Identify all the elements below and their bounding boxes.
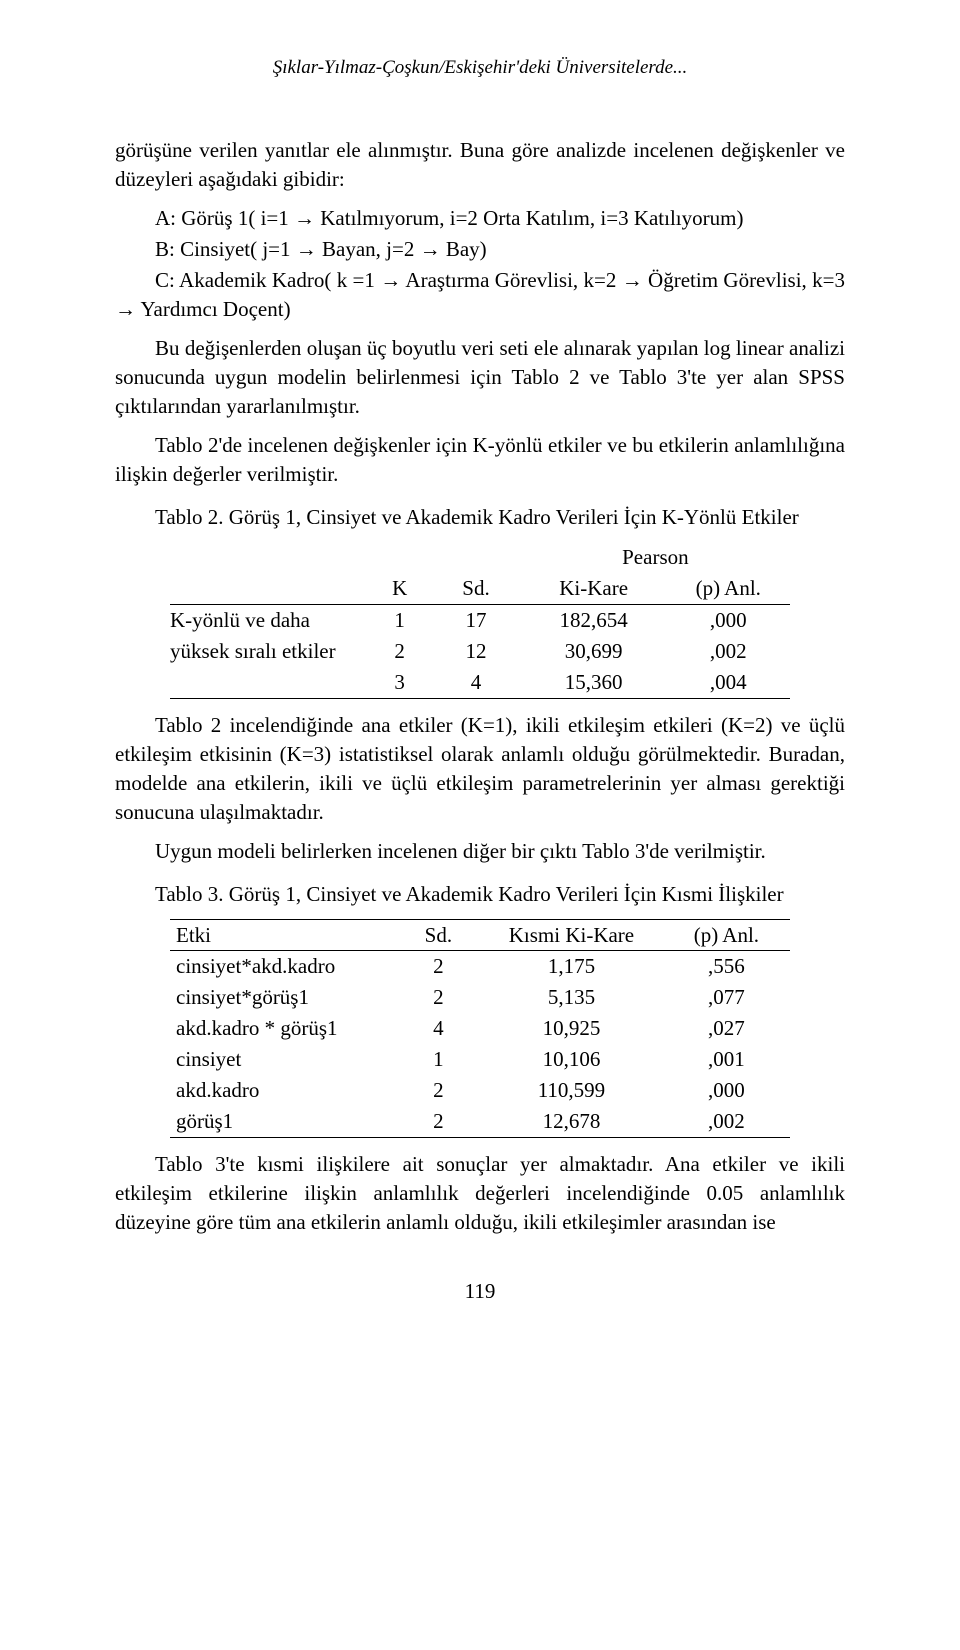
table-cell: 30,699: [521, 636, 667, 667]
table-cell: 15,360: [521, 667, 667, 698]
table-cell: 2: [397, 1106, 480, 1137]
page-number: 119: [115, 1277, 845, 1306]
paragraph-1: görüşüne verilen yanıtlar ele alınmıştır…: [115, 136, 845, 194]
table-cell: ,077: [663, 982, 790, 1013]
table-3: Etki Sd. Kısmi Ki-Kare (p) Anl. cinsiyet…: [170, 919, 790, 1139]
table-cell: 12: [431, 636, 521, 667]
table-cell: akd.kadro * görüş1: [170, 1013, 397, 1044]
paragraph-4: Tablo 2 incelendiğinde ana etkiler (K=1)…: [115, 711, 845, 827]
table-cell: 1: [368, 604, 431, 635]
paragraph-3: Tablo 2'de incelenen değişkenler için K-…: [115, 431, 845, 489]
table2-pearson-header: Pearson: [521, 542, 790, 573]
table-cell: 2: [397, 951, 480, 982]
table-cell: cinsiyet*görüş1: [170, 982, 397, 1013]
paragraph-6: Tablo 3'te kısmi ilişkilere ait sonuçlar…: [115, 1150, 845, 1237]
table-cell: ,004: [667, 667, 790, 698]
table2-rowlabel-2: yüksek sıralı etkiler: [170, 636, 368, 667]
page: Şıklar-Yılmaz-Çoşkun/Eskişehir'deki Üniv…: [0, 0, 960, 1346]
table-cell: cinsiyet*akd.kadro: [170, 951, 397, 982]
table3-col-p: (p) Anl.: [663, 919, 790, 951]
table-cell: ,027: [663, 1013, 790, 1044]
table-cell: ,002: [663, 1106, 790, 1137]
table-cell: 2: [368, 636, 431, 667]
definition-c: C: Akademik Kadro( k =1 → Araştırma Göre…: [115, 266, 845, 324]
table3-col-kikare: Kısmi Ki-Kare: [480, 919, 663, 951]
table-cell: 4: [431, 667, 521, 698]
table3-col-sd: Sd.: [397, 919, 480, 951]
table2-col-k: K: [368, 573, 431, 604]
table2-rowlabel-1: K-yönlü ve daha: [170, 604, 368, 635]
table-cell: ,001: [663, 1044, 790, 1075]
table-cell: 4: [397, 1013, 480, 1044]
table-cell: ,556: [663, 951, 790, 982]
definition-b: B: Cinsiyet( j=1 → Bayan, j=2 → Bay): [115, 235, 845, 264]
table-cell: 10,925: [480, 1013, 663, 1044]
table-cell: 1: [397, 1044, 480, 1075]
table-cell: 182,654: [521, 604, 667, 635]
table2-col-blank: [170, 573, 368, 604]
table2-col-kikare: Ki-Kare: [521, 573, 667, 604]
paragraph-2: Bu değişenlerden oluşan üç boyutlu veri …: [115, 334, 845, 421]
running-head: Şıklar-Yılmaz-Çoşkun/Eskişehir'deki Üniv…: [115, 55, 845, 81]
table-cell: 2: [397, 982, 480, 1013]
table2-col-sd: Sd.: [431, 573, 521, 604]
table-2: Pearson K Sd. Ki-Kare (p) Anl. K-yönlü v…: [170, 542, 790, 699]
table2-col-p: (p) Anl.: [667, 573, 790, 604]
table-cell: 3: [368, 667, 431, 698]
table2-caption: Tablo 2. Görüş 1, Cinsiyet ve Akademik K…: [115, 503, 845, 532]
table-cell: ,000: [667, 604, 790, 635]
table-cell: ,000: [663, 1075, 790, 1106]
table-cell: 2: [397, 1075, 480, 1106]
paragraph-5: Uygun modeli belirlerken incelenen diğer…: [115, 837, 845, 866]
table-cell: akd.kadro: [170, 1075, 397, 1106]
table-cell: 17: [431, 604, 521, 635]
definition-a: A: Görüş 1( i=1 → Katılmıyorum, i=2 Orta…: [115, 204, 845, 233]
table3-col-etki: Etki: [170, 919, 397, 951]
table-cell: 12,678: [480, 1106, 663, 1137]
table-cell: 1,175: [480, 951, 663, 982]
table-cell: 5,135: [480, 982, 663, 1013]
table-cell: cinsiyet: [170, 1044, 397, 1075]
table-cell: ,002: [667, 636, 790, 667]
table-cell: 10,106: [480, 1044, 663, 1075]
table-cell: görüş1: [170, 1106, 397, 1137]
table3-caption: Tablo 3. Görüş 1, Cinsiyet ve Akademik K…: [115, 880, 845, 909]
table-cell: 110,599: [480, 1075, 663, 1106]
